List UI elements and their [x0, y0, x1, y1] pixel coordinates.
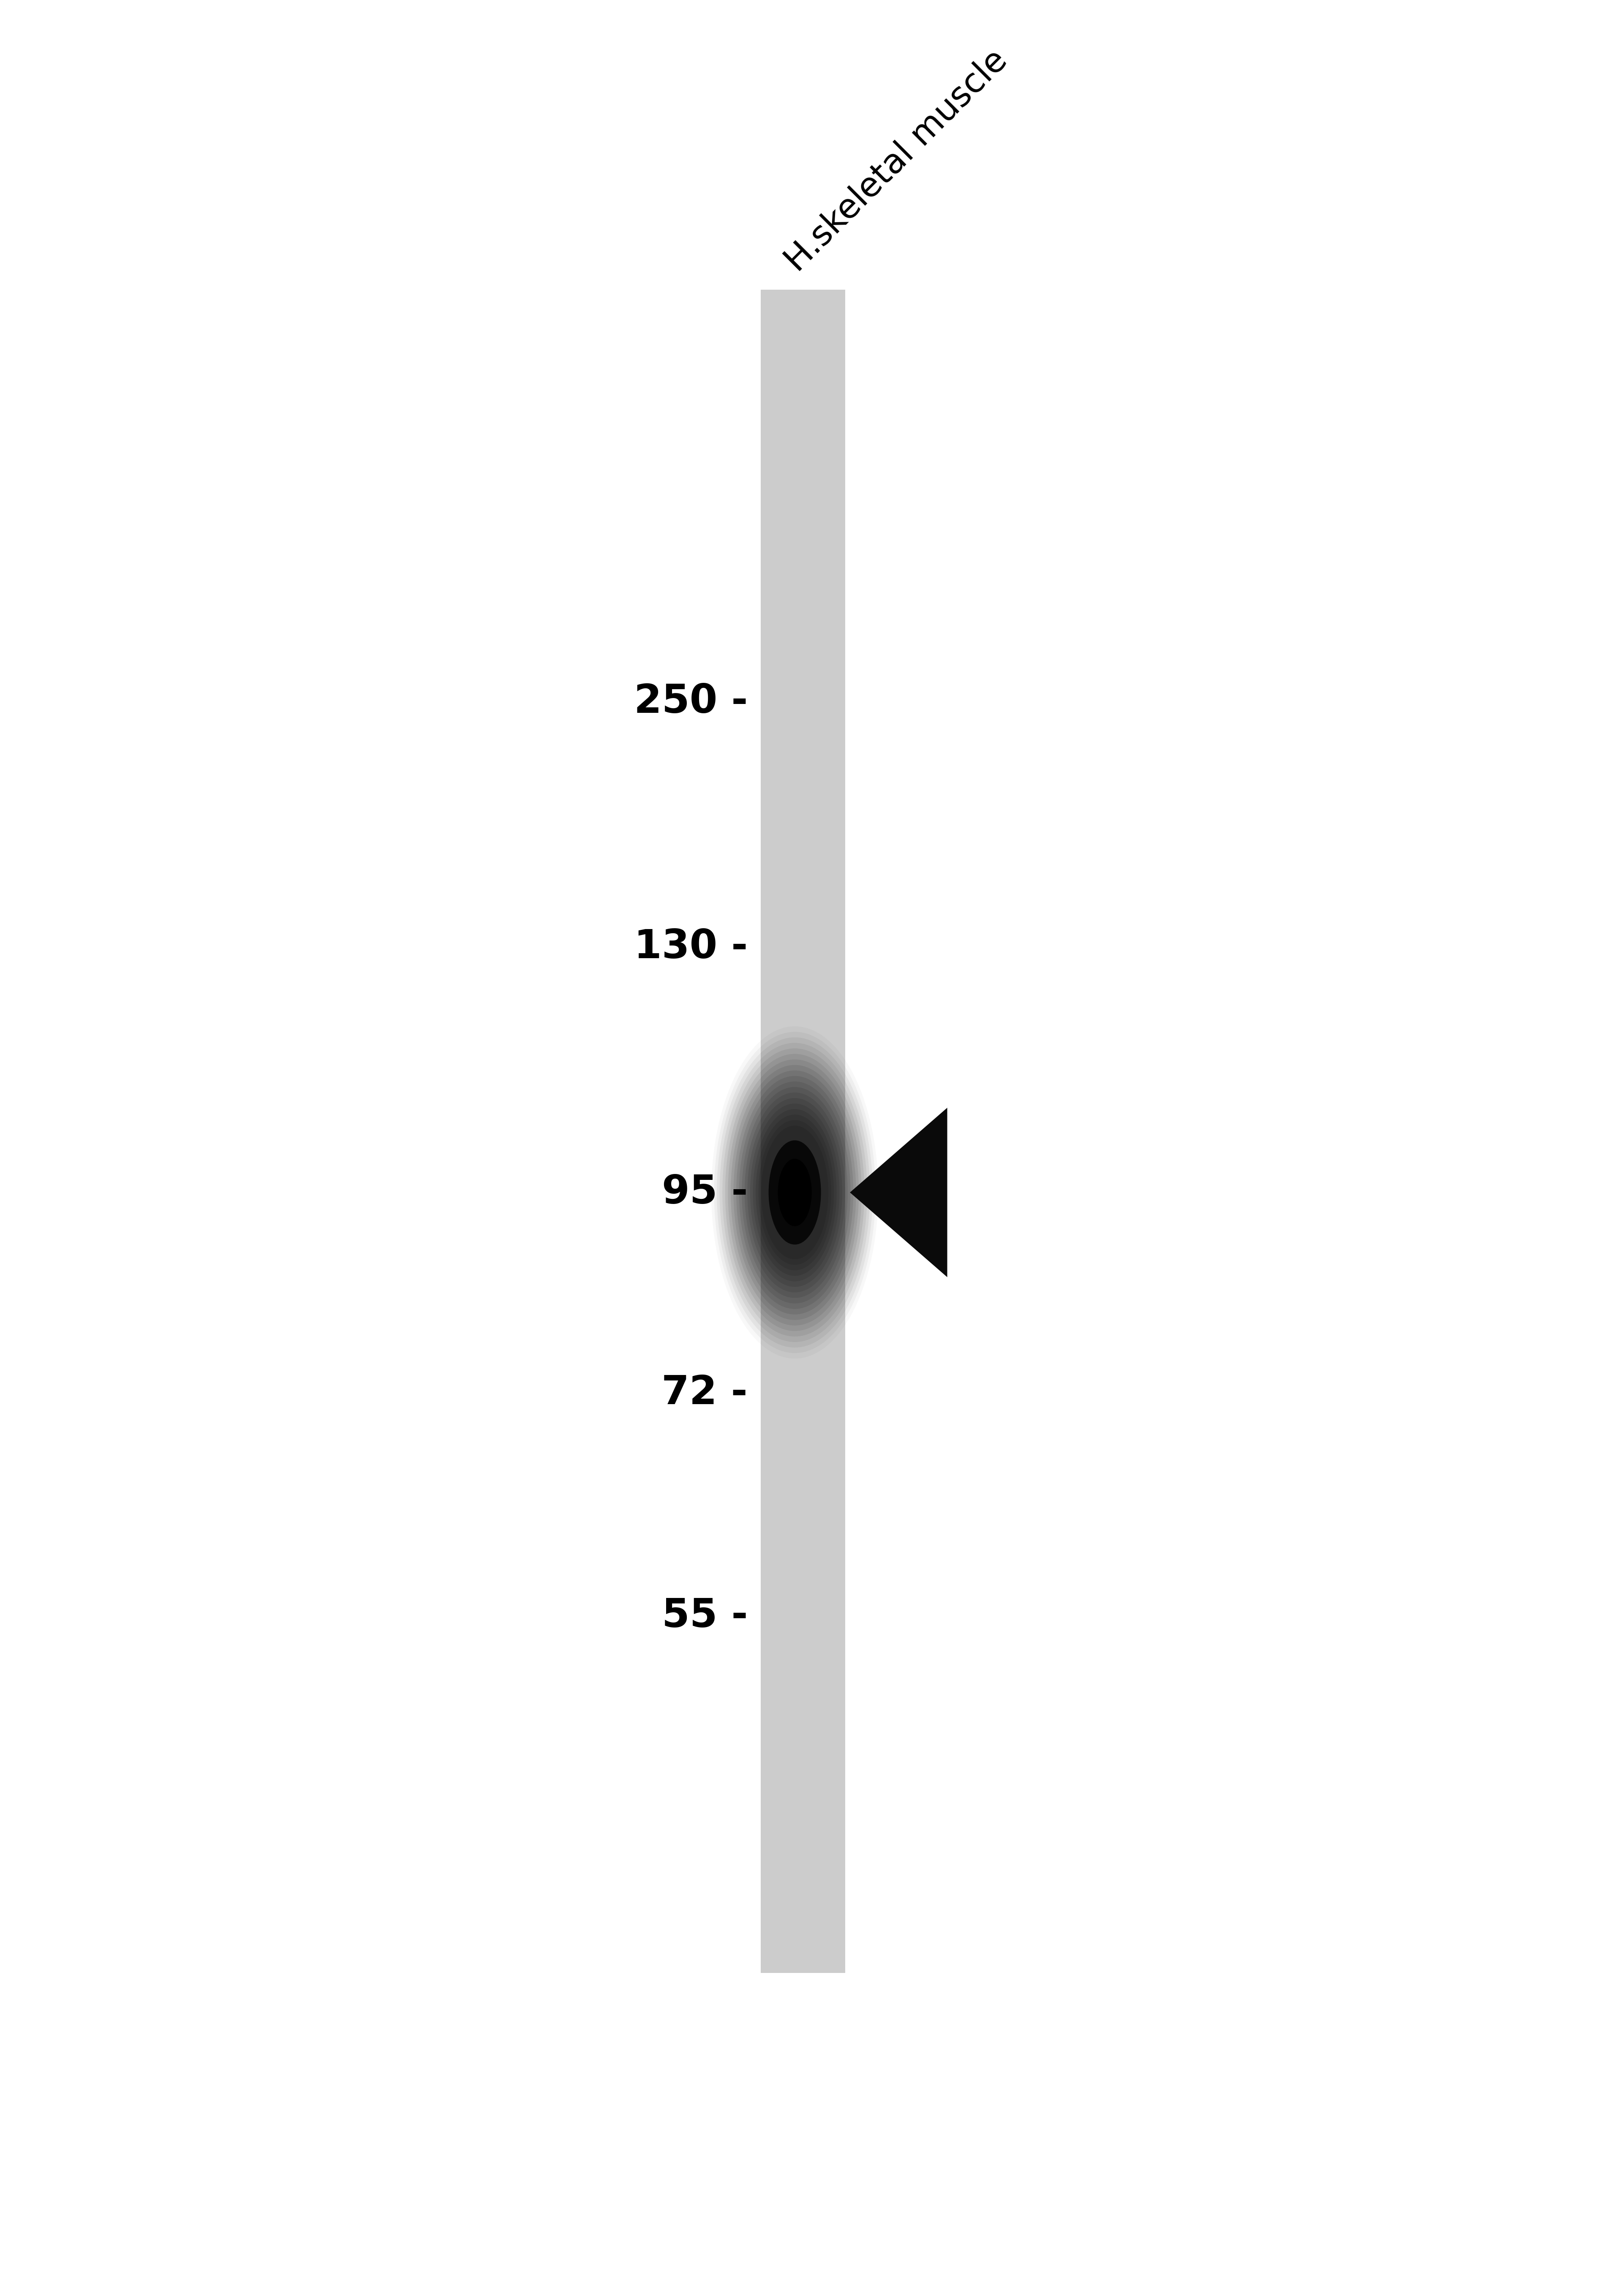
Ellipse shape	[744, 1093, 845, 1293]
Text: 130 -: 130 -	[634, 928, 748, 967]
Text: 250 -: 250 -	[634, 682, 748, 721]
Bar	[761, 289, 845, 1972]
Ellipse shape	[722, 1049, 868, 1336]
Ellipse shape	[740, 1081, 850, 1304]
Ellipse shape	[759, 1120, 830, 1265]
Ellipse shape	[730, 1065, 860, 1320]
Ellipse shape	[748, 1097, 842, 1286]
Ellipse shape	[749, 1104, 840, 1281]
Ellipse shape	[736, 1077, 853, 1309]
Text: 55 -: 55 -	[662, 1596, 748, 1635]
Ellipse shape	[769, 1141, 821, 1244]
Ellipse shape	[761, 1125, 829, 1258]
Ellipse shape	[725, 1054, 865, 1332]
Text: 95 -: 95 -	[662, 1173, 748, 1212]
Ellipse shape	[779, 1159, 811, 1226]
Ellipse shape	[753, 1109, 837, 1277]
Ellipse shape	[733, 1070, 856, 1313]
Ellipse shape	[741, 1086, 848, 1297]
Ellipse shape	[756, 1114, 834, 1270]
Text: H.skeletal muscle: H.skeletal muscle	[780, 44, 1014, 278]
Text: 72 -: 72 -	[662, 1373, 748, 1412]
Ellipse shape	[728, 1058, 861, 1325]
Polygon shape	[850, 1107, 947, 1277]
Ellipse shape	[720, 1042, 869, 1343]
